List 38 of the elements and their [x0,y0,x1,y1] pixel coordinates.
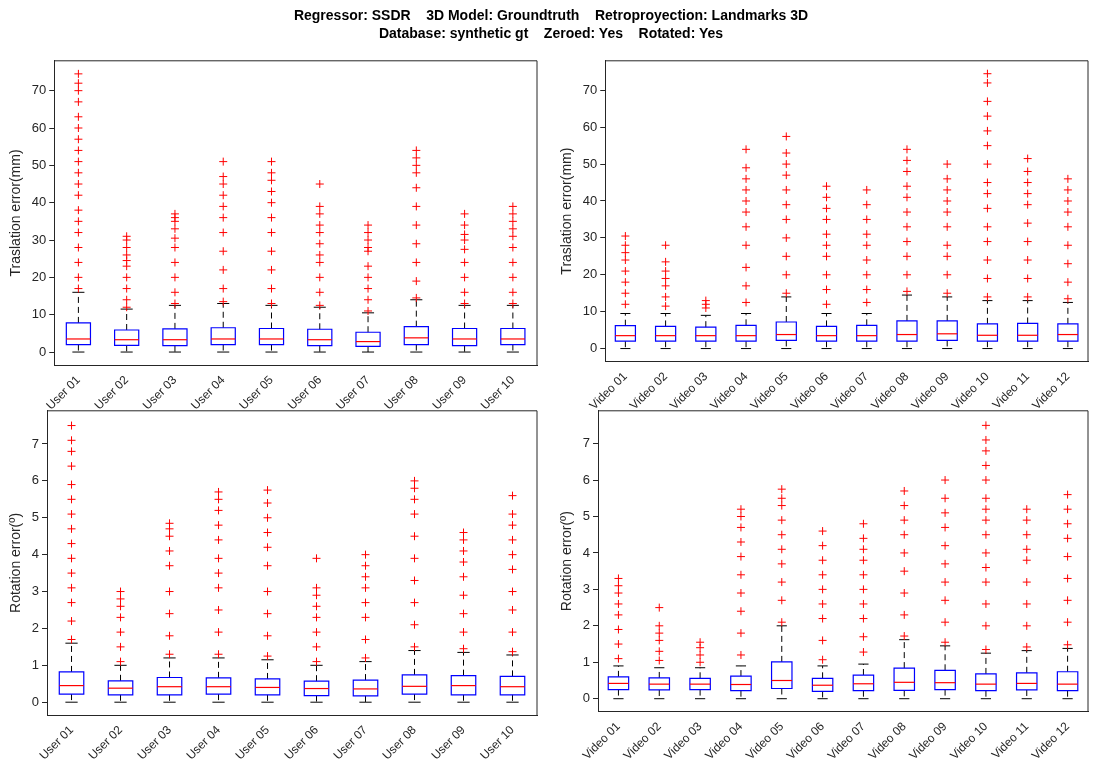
y-tick-label: 20 [582,266,598,282]
y-tick-label: 7 [31,435,40,451]
y-axis-title: Traslation error(mm) [558,147,575,275]
y-tick-label: 50 [582,155,598,171]
y-tick-label: 6 [31,472,40,488]
y-tick-label: 5 [582,508,591,524]
y-tick-label: 50 [31,156,47,172]
y-tick-label: 7 [582,435,591,451]
y-tick-label: 4 [582,544,591,560]
y-tick-label: 10 [31,306,47,322]
y-tick-label: 3 [582,580,591,596]
y-tick-label: 2 [31,620,40,635]
y-tick-label: 1 [31,656,40,672]
y-tick-label: 2 [582,617,591,633]
y-tick-label: 40 [582,192,598,208]
y-tick-label: 0 [31,693,40,709]
y-tick-label: 0 [582,690,591,706]
y-tick-label: 30 [582,229,598,245]
y-tick-label: 30 [31,231,47,247]
y-tick-label: 10 [582,303,598,319]
y-tick-label: 0 [39,343,47,359]
chart-title: Regressor: SSDR 3D Model: Groundtruth Retroproyection: Landmarks 3D [292,6,810,24]
y-axis-title: Rotation error(º) [558,511,575,612]
y-tick-label: 60 [582,118,598,134]
y-tick-label: 4 [31,546,40,562]
y-tick-label: 70 [582,81,598,97]
chart-subtitle: Database: synthetic gt Zeroed: Yes Rotated: Yes [377,24,725,42]
y-tick-label: 60 [31,119,47,135]
y-tick-label: 20 [31,268,47,284]
y-tick-label: 70 [31,82,47,98]
y-tick-label: 3 [31,583,40,599]
y-tick-label: 5 [31,509,40,525]
y-axis-title: Rotation error(º) [7,512,24,613]
y-axis-title: Traslation error(mm) [7,149,24,277]
y-tick-label: 40 [31,194,47,210]
y-tick-label: 1 [582,653,591,669]
y-tick-label: 0 [590,340,598,356]
y-tick-label: 6 [582,471,591,487]
